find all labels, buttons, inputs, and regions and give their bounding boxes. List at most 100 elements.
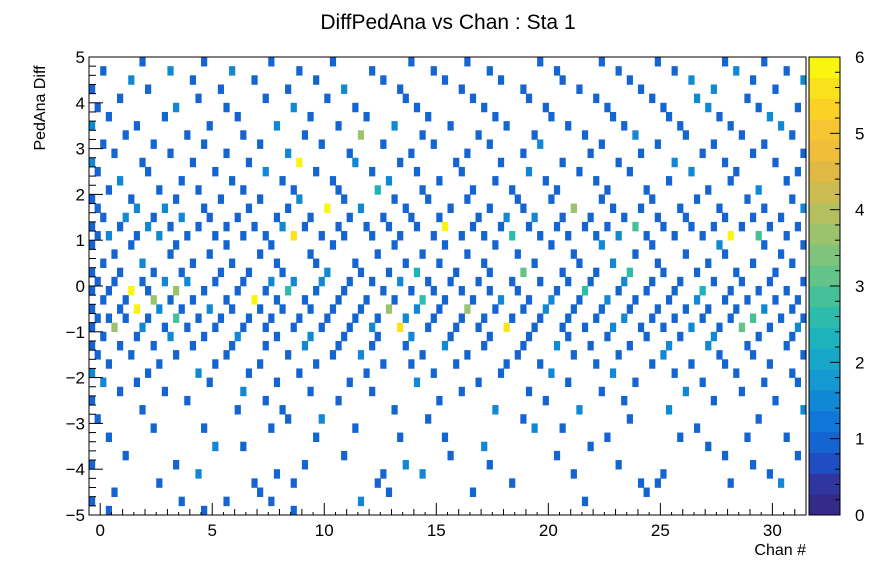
heatmap-cell (313, 75, 320, 85)
heatmap-cell (559, 322, 566, 333)
heatmap-cell (128, 194, 135, 204)
heatmap-cell (167, 295, 174, 305)
x-tick-label: 5 (208, 521, 217, 540)
color-scale-tick-label: 5 (855, 124, 864, 143)
heatmap-cell (201, 423, 208, 433)
heatmap-cell (268, 496, 275, 507)
heatmap-cell (341, 231, 348, 241)
heatmap-cell (240, 231, 247, 241)
heatmap-cell (699, 377, 706, 388)
heatmap-cell (744, 93, 751, 104)
heatmap-cell (89, 240, 96, 250)
heatmap-cell (268, 276, 275, 287)
heatmap-cell (89, 395, 96, 406)
heatmap-cell (525, 93, 533, 104)
heatmap-cell (419, 130, 426, 140)
heatmap-cell (335, 340, 342, 351)
heatmap-cell (738, 221, 745, 232)
heatmap-cell (772, 157, 779, 168)
heatmap-cell (229, 258, 236, 268)
x-axis-label: Chan # (754, 542, 806, 559)
heatmap-cell (749, 313, 757, 323)
heatmap-cell (89, 322, 96, 333)
heatmap-cell (705, 340, 712, 351)
heatmap-cell (262, 286, 269, 296)
heatmap-cell (397, 84, 404, 94)
heatmap-cell (688, 322, 695, 333)
heatmap-cell (167, 148, 174, 159)
color-scale-segment (809, 244, 840, 266)
heatmap-cell (117, 93, 124, 104)
color-scale-segment (809, 390, 840, 412)
heatmap-cell (285, 84, 292, 94)
heatmap-cell (531, 423, 538, 433)
heatmap-cell (100, 258, 107, 268)
heatmap-cell (525, 166, 533, 177)
heatmap-cell (257, 139, 264, 149)
heatmap-cell (693, 423, 701, 433)
heatmap-cell (649, 93, 656, 104)
heatmap-cell (458, 313, 465, 323)
heatmap-cell (598, 57, 605, 67)
heatmap-cell (542, 176, 549, 186)
heatmap-cell (649, 276, 656, 287)
heatmap-cell (677, 331, 684, 342)
heatmap-cell (257, 359, 264, 369)
heatmap-cell (273, 377, 281, 388)
heatmap-cell (150, 423, 157, 433)
heatmap-cell (621, 212, 628, 223)
heatmap-cell (794, 166, 801, 177)
heatmap-cell (509, 478, 516, 488)
heatmap-cell (229, 66, 236, 76)
heatmap-cell (352, 423, 359, 433)
heatmap-cell (357, 304, 365, 314)
heatmap-cell (335, 295, 342, 305)
heatmap-cell (464, 57, 471, 67)
heatmap-cell (693, 295, 701, 305)
heatmap-cell (279, 405, 286, 415)
heatmap-cell (251, 478, 258, 488)
heatmap-cell (441, 240, 449, 250)
heatmap-cell (777, 478, 785, 488)
heatmap-cell (133, 331, 141, 342)
heatmap-cell (257, 487, 264, 497)
heatmap-cell (497, 295, 505, 305)
heatmap-cell (413, 102, 421, 113)
heatmap-cell (184, 395, 191, 406)
heatmap-cell (570, 203, 577, 214)
heatmap-cell (464, 304, 471, 314)
heatmap-cell (335, 121, 342, 131)
heatmap-cell (206, 212, 213, 223)
heatmap-cell (520, 414, 527, 424)
color-scale-segment (809, 410, 840, 433)
heatmap-cell (430, 66, 437, 76)
heatmap-cell (369, 322, 376, 333)
heatmap-cell (324, 313, 331, 323)
heatmap-cell (436, 304, 443, 314)
heatmap-cell (402, 258, 409, 268)
heatmap-cell (217, 267, 225, 278)
heatmap-cell (245, 267, 253, 278)
heatmap-cell (117, 304, 124, 314)
heatmap-cell (716, 322, 723, 333)
heatmap-cell (458, 286, 465, 296)
heatmap-cell (576, 84, 583, 94)
heatmap-cell (133, 377, 141, 388)
heatmap-cell (503, 121, 510, 131)
heatmap-cell (475, 130, 482, 140)
heatmap-cell (671, 66, 678, 76)
heatmap-cell (800, 276, 807, 287)
heatmap-cell (738, 276, 745, 287)
heatmap-cell (184, 322, 191, 333)
heatmap-cell (677, 432, 684, 443)
heatmap-cell (117, 340, 124, 351)
heatmap-cell (145, 368, 152, 378)
heatmap-cell (497, 368, 505, 378)
heatmap-cell (341, 84, 348, 94)
heatmap-cell (727, 121, 734, 131)
heatmap-cell (318, 322, 325, 333)
heatmap-cell (710, 395, 717, 406)
heatmap-cell (705, 304, 712, 314)
heatmap-cell (514, 350, 521, 360)
heatmap-cell (682, 212, 689, 223)
